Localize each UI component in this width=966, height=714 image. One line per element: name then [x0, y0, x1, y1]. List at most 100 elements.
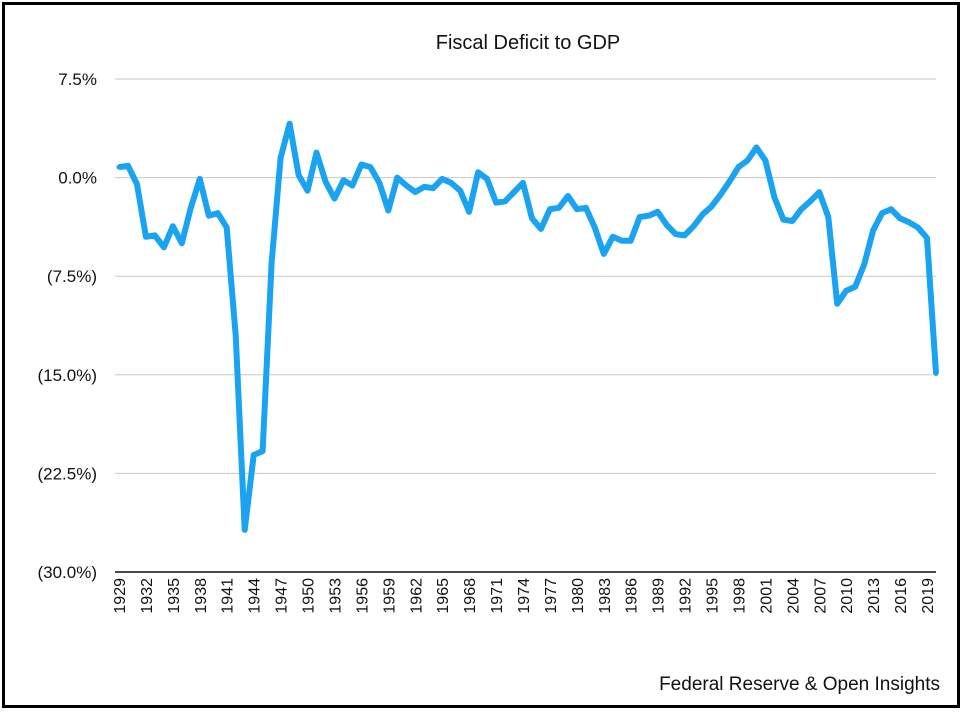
data-point	[637, 214, 643, 220]
data-point	[439, 176, 445, 182]
data-point	[367, 164, 373, 170]
y-tick-label: 7.5%	[58, 70, 97, 89]
data-point	[421, 184, 427, 190]
data-point	[529, 215, 535, 221]
data-point	[448, 180, 454, 186]
data-point	[242, 527, 248, 533]
data-point	[323, 179, 328, 184]
data-point	[430, 185, 436, 191]
data-point	[161, 244, 167, 250]
data-point	[179, 240, 185, 246]
data-point	[879, 210, 885, 216]
y-tick-label: (7.5%)	[47, 267, 97, 286]
data-point	[771, 194, 777, 200]
data-point	[475, 169, 481, 175]
data-point	[197, 176, 203, 182]
data-point	[538, 226, 544, 232]
data-point	[906, 219, 912, 225]
data-point	[861, 261, 867, 267]
data-point	[601, 251, 607, 257]
x-tick-label: 1998	[731, 578, 748, 614]
data-point	[565, 193, 571, 199]
data-point	[134, 181, 140, 187]
data-point	[502, 198, 508, 204]
data-point	[762, 158, 768, 163]
x-tick-label: 1932	[139, 578, 156, 614]
data-point	[251, 452, 257, 458]
data-point	[574, 206, 580, 212]
data-point	[484, 176, 490, 182]
data-point	[403, 183, 409, 188]
data-point	[547, 206, 553, 212]
x-tick-label: 1944	[247, 578, 264, 614]
data-point	[520, 180, 526, 186]
x-tick-label: 1971	[489, 578, 506, 614]
x-tick-label: 1995	[705, 578, 722, 614]
x-tick-label: 1959	[381, 578, 398, 614]
data-point	[736, 164, 741, 170]
data-point	[493, 200, 499, 206]
x-tick-label: 1989	[651, 578, 668, 614]
x-tick-label: 2019	[920, 578, 937, 614]
x-tick-label: 1980	[570, 578, 587, 614]
data-point	[305, 188, 310, 194]
data-point	[394, 175, 400, 181]
data-point	[287, 121, 293, 127]
x-tick-label: 1983	[597, 578, 614, 614]
data-point	[933, 371, 939, 376]
x-tick-label: 2004	[785, 578, 802, 614]
data-point	[206, 213, 212, 219]
data-point	[852, 284, 858, 290]
x-tick-label: 1929	[112, 578, 129, 614]
data-point	[143, 234, 149, 240]
y-tick-label: (22.5%)	[37, 464, 97, 483]
data-point	[358, 162, 364, 167]
data-point	[260, 448, 266, 454]
data-point	[152, 232, 158, 238]
data-point	[412, 189, 418, 195]
data-point	[224, 225, 230, 231]
data-point	[233, 332, 239, 338]
data-point	[700, 211, 706, 217]
data-point	[556, 205, 562, 211]
x-tick-label: 2007	[812, 578, 829, 614]
x-tick-label: 1986	[624, 578, 641, 614]
data-point	[915, 225, 921, 231]
data-point	[664, 222, 670, 228]
data-point	[341, 177, 346, 183]
data-point	[924, 235, 930, 241]
data-point	[457, 188, 463, 194]
x-tick-label: 1956	[354, 578, 371, 614]
data-point	[619, 238, 625, 244]
data-point	[673, 231, 679, 237]
data-point	[807, 198, 813, 204]
series-line	[118, 120, 939, 533]
x-tick-label: 2010	[839, 578, 856, 614]
data-point	[349, 183, 355, 188]
data-point	[655, 209, 661, 215]
chart-title: Fiscal Deficit to GDP	[436, 32, 620, 54]
data-point	[296, 172, 302, 178]
x-tick-label: 1962	[408, 578, 425, 614]
y-axis-ticks: 7.5% 0.0% (7.5%) (15.0%) (22.5%) (30.0%)	[37, 70, 97, 582]
data-point	[843, 288, 849, 294]
data-point	[116, 164, 122, 170]
data-point	[709, 204, 714, 209]
x-tick-label: 1977	[543, 578, 560, 614]
data-point	[691, 223, 697, 229]
series-layer	[116, 120, 939, 533]
data-point	[278, 155, 284, 161]
y-tick-label: (30.0%)	[37, 563, 97, 582]
x-tick-label: 2016	[893, 578, 910, 614]
data-point	[511, 189, 517, 195]
data-point	[798, 206, 804, 212]
data-point	[376, 180, 382, 186]
data-point	[628, 238, 634, 244]
data-point	[727, 179, 732, 184]
data-point	[188, 205, 194, 211]
x-tick-label: 1974	[516, 578, 533, 614]
source-note: Federal Reserve & Open Insights	[659, 674, 940, 695]
x-tick-label: 1950	[301, 578, 318, 614]
